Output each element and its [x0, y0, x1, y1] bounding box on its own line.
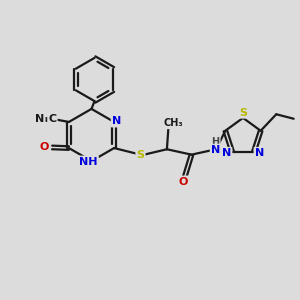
- Text: N: N: [211, 145, 220, 155]
- Text: O: O: [179, 177, 188, 187]
- Text: CH₃: CH₃: [164, 118, 184, 128]
- Text: S: S: [240, 107, 248, 118]
- Text: C: C: [48, 114, 56, 124]
- Text: H: H: [212, 137, 220, 147]
- Text: O: O: [39, 142, 49, 152]
- Text: N: N: [35, 114, 44, 124]
- Text: S: S: [136, 150, 145, 160]
- Text: N: N: [222, 148, 231, 158]
- Text: N: N: [112, 116, 121, 126]
- Text: NH: NH: [79, 157, 98, 167]
- Text: N: N: [255, 148, 264, 158]
